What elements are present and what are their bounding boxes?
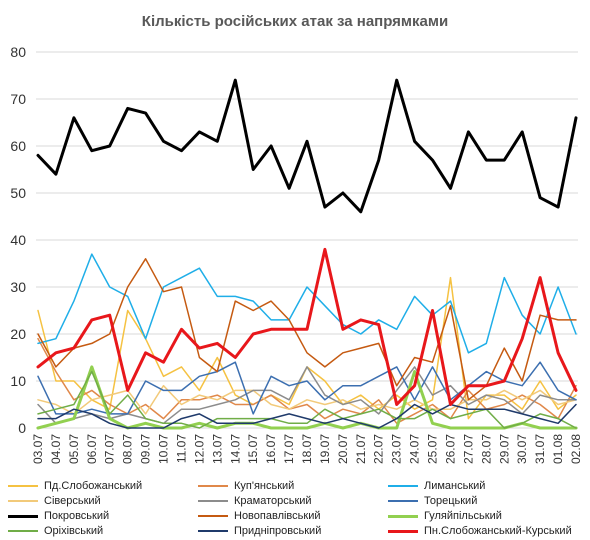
x-tick-label: 24.07 [408, 434, 422, 464]
x-tick-label: 12.07 [192, 434, 206, 464]
legend-label: Куп'янський [234, 480, 295, 492]
legend-swatch [8, 500, 38, 502]
x-tick-label: 31.07 [533, 434, 547, 464]
x-tick-label: 11.07 [174, 434, 188, 463]
x-tick-label: 03.07 [31, 434, 45, 464]
legend-label: Новопавлівський [234, 510, 321, 522]
y-tick-label: 0 [18, 420, 26, 436]
x-tick-label: 01.08 [551, 434, 565, 464]
x-tick-label: 15.07 [246, 434, 260, 464]
chart-title: Кількість російських атак за напрямками [142, 13, 448, 30]
chart-plot: Кількість російських атак за напрямками 0… [10, 13, 583, 464]
legend-swatch [388, 515, 418, 518]
x-tick-label: 05.07 [67, 434, 81, 464]
y-tick-label: 30 [10, 279, 26, 295]
x-tick-label: 22.07 [372, 434, 386, 464]
x-tick-label: 28.07 [479, 434, 493, 464]
x-tick-label: 08.07 [121, 434, 135, 464]
legend-label: Покровський [44, 510, 110, 522]
x-tick-label: 07.07 [103, 434, 117, 464]
y-tick-label: 50 [10, 185, 26, 201]
x-tick-label: 18.07 [300, 434, 314, 464]
x-tick-label: 02.08 [569, 434, 583, 464]
series-line [36, 247, 578, 406]
x-tick-label: 27.07 [461, 434, 475, 464]
y-tick-label: 40 [10, 232, 26, 248]
series-line [36, 78, 578, 214]
legend-swatch [198, 485, 228, 487]
legend-swatch [8, 530, 38, 532]
x-tick-label: 06.07 [85, 434, 99, 464]
series-line [37, 253, 577, 354]
x-tick-label: 30.07 [515, 434, 529, 464]
x-tick-label: 13.07 [210, 434, 224, 464]
x-tick-label: 16.07 [264, 434, 278, 464]
y-tick-label: 80 [10, 44, 26, 60]
legend-label: Оріхівський [44, 525, 104, 537]
legend-label: Пд.Слобожанський [44, 480, 143, 492]
x-tick-label: 25.07 [426, 434, 440, 464]
x-tick-label: 20.07 [336, 434, 350, 464]
x-tick-label: 04.07 [49, 434, 63, 464]
legend-swatch [8, 485, 38, 487]
legend-label: Торецький [424, 495, 478, 507]
y-tick-label: 20 [10, 326, 26, 342]
x-tick-label: 14.07 [228, 434, 242, 464]
legend-label: Сіверський [44, 495, 101, 507]
x-tick-label: 21.07 [354, 434, 368, 464]
series-line [37, 361, 577, 415]
legend-swatch [8, 515, 38, 518]
x-tick-label: 10.07 [157, 434, 171, 464]
legend-label: Краматорський [234, 495, 312, 507]
legend-swatch [198, 515, 228, 517]
legend-swatch [388, 530, 418, 533]
y-tick-label: 70 [10, 91, 26, 107]
legend-swatch [388, 500, 418, 502]
x-tick-label: 29.07 [497, 434, 511, 464]
x-tick-label: 23.07 [390, 434, 404, 464]
legend-label: Гуляйпільський [424, 510, 502, 522]
x-tick-label: 26.07 [443, 434, 457, 464]
y-tick-label: 10 [10, 373, 26, 389]
x-tick-label: 17.07 [282, 434, 296, 464]
legend-label: Пн.Слобожанський-Курський [424, 525, 572, 537]
legend-label: Лиманський [424, 480, 486, 492]
series-line [37, 403, 577, 429]
x-tick-label: 19.07 [318, 434, 332, 464]
legend-swatch [198, 500, 228, 502]
y-tick-label: 60 [10, 138, 26, 154]
legend-swatch [388, 485, 418, 487]
legend-swatch [198, 530, 228, 532]
legend-label: Придніпровський [234, 525, 322, 537]
x-tick-label: 09.07 [139, 434, 153, 464]
